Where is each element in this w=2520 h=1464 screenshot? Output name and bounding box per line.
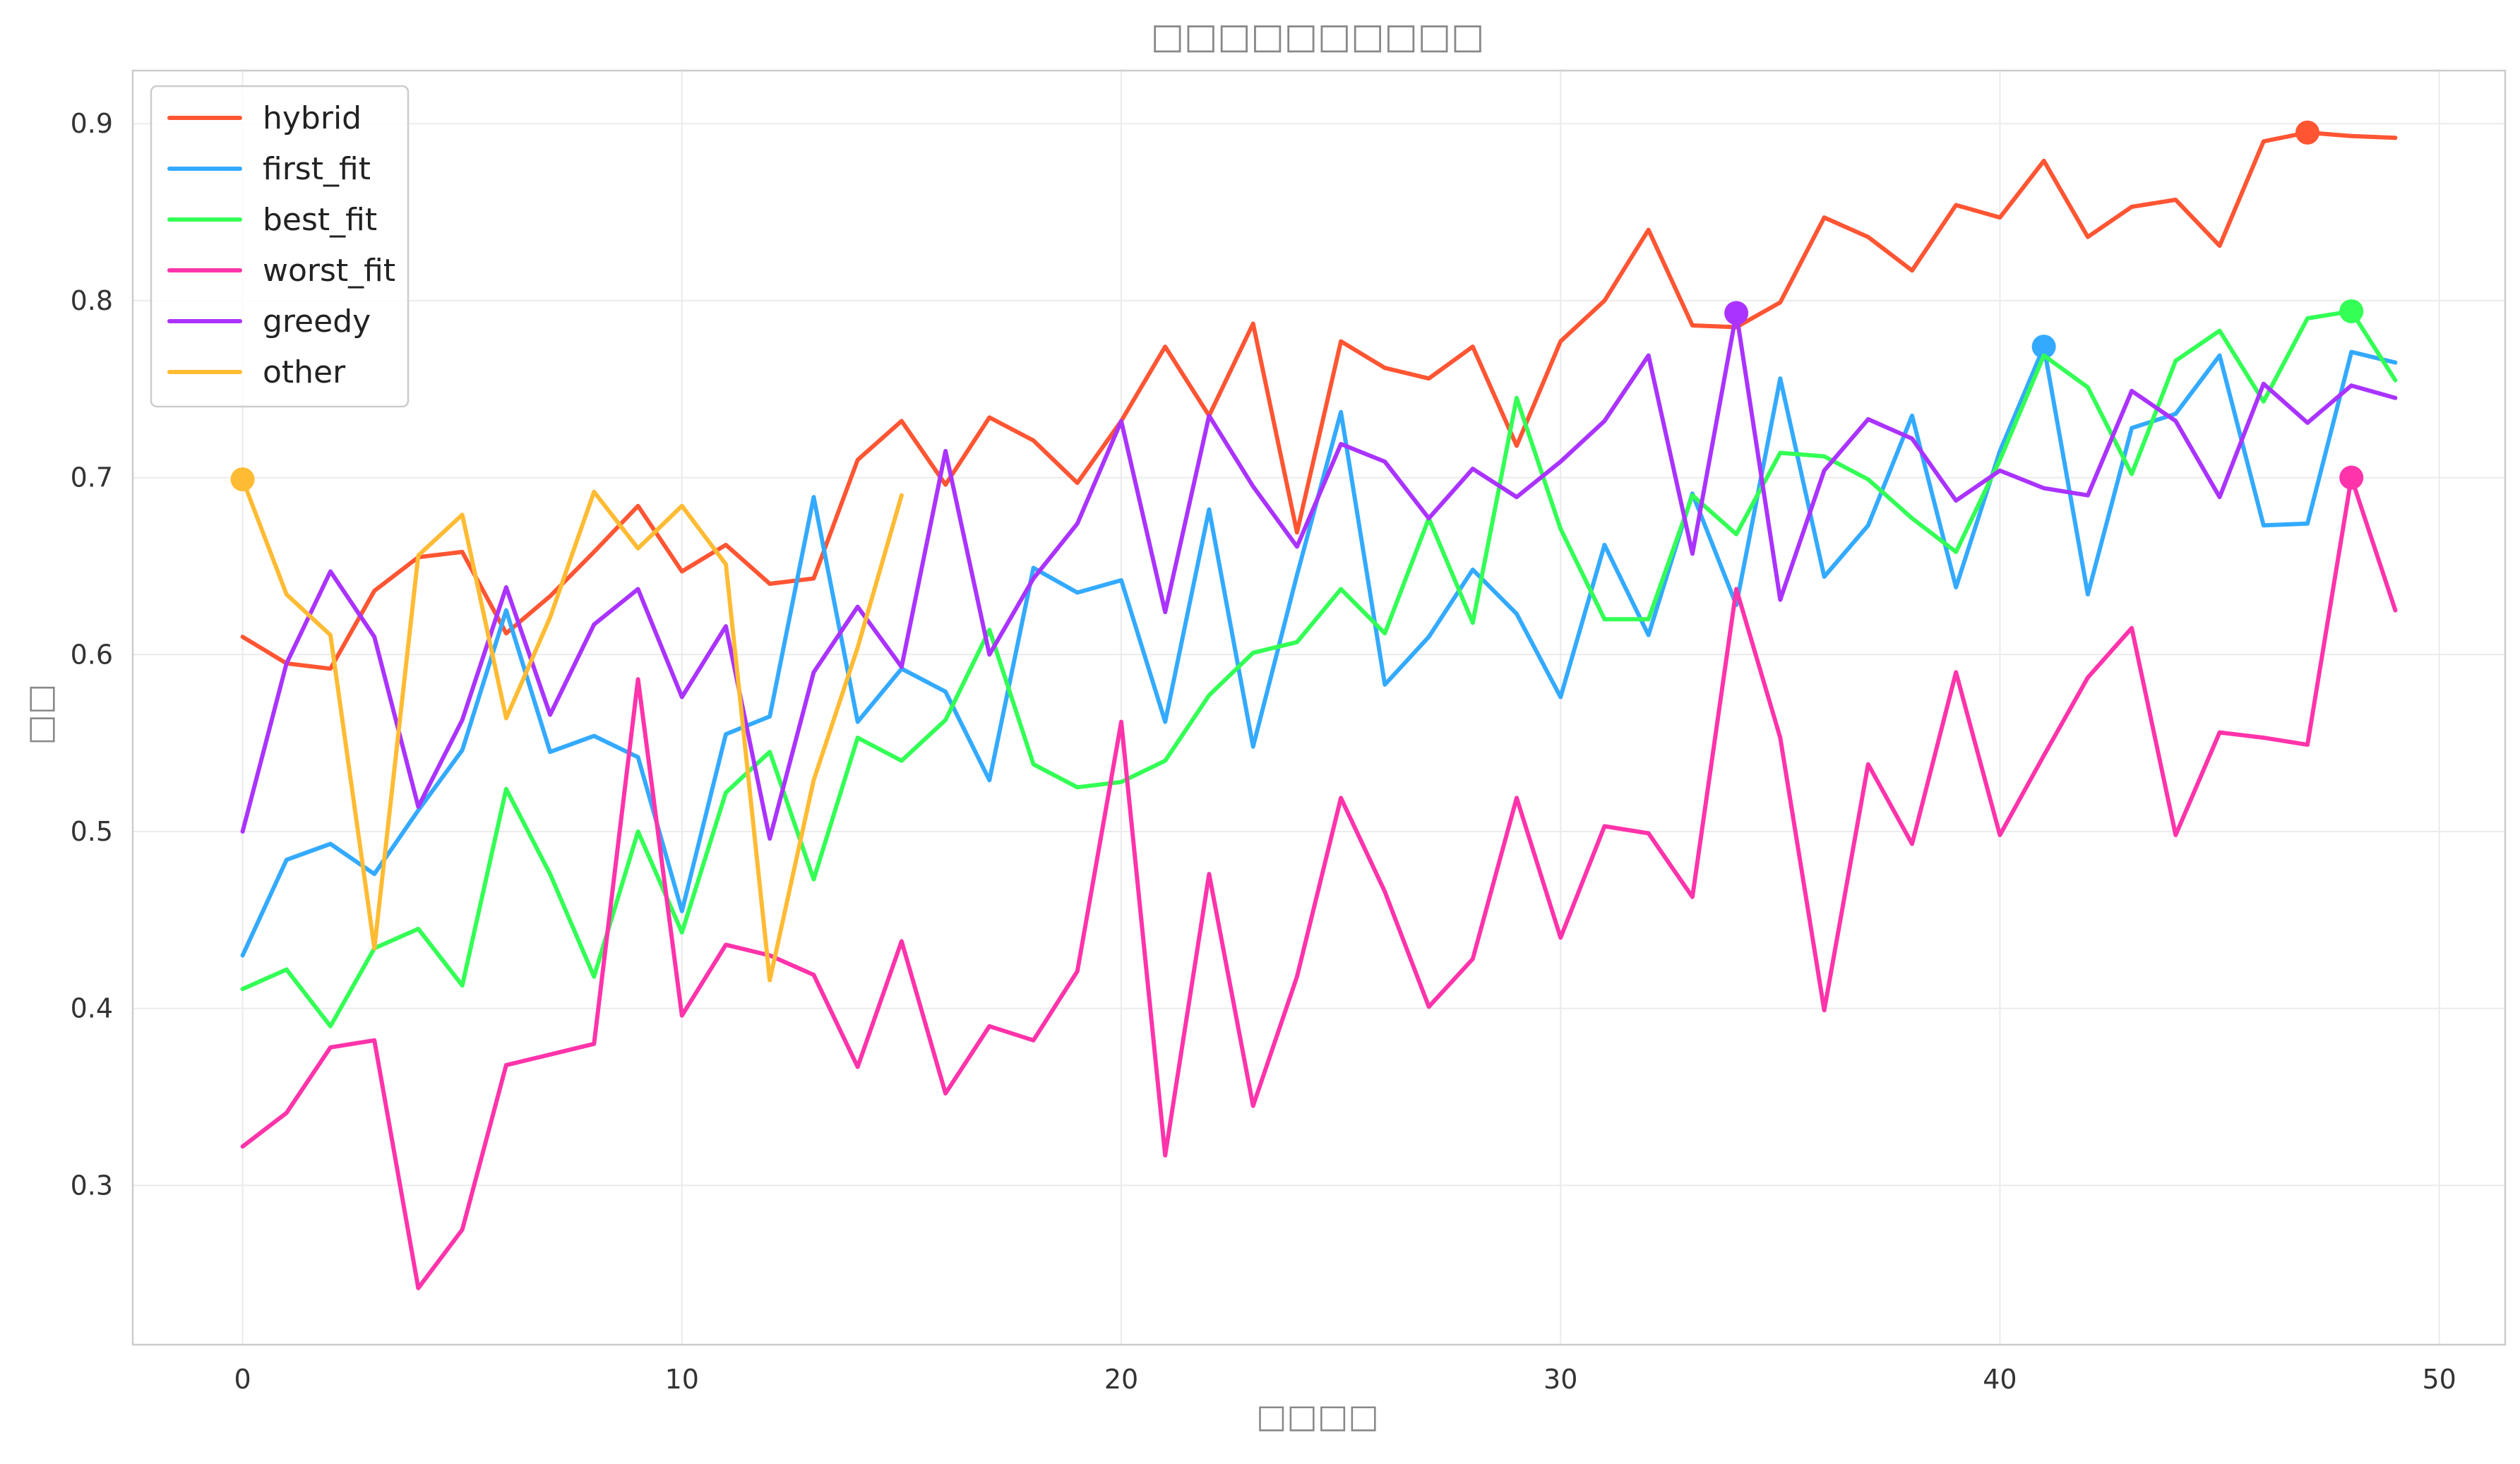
series-best-fit: [240, 299, 2398, 1028]
legend-label: other: [263, 354, 346, 390]
y-tick-label: 0.8: [71, 285, 113, 316]
legend-item: greedy: [167, 304, 371, 340]
series-peak-marker: [1724, 301, 1749, 325]
y-tick-label: 0.5: [71, 816, 113, 847]
series-peak-marker: [230, 467, 255, 492]
x-tick-label: 20: [1104, 1364, 1138, 1395]
x-tick-label: 30: [1543, 1364, 1577, 1395]
y-tick-label: 0.4: [71, 993, 113, 1024]
legend-label: first_fit: [263, 151, 371, 187]
legend-label: greedy: [263, 304, 371, 340]
x-tick-label: 10: [665, 1364, 699, 1395]
series-peak-marker: [2031, 335, 2056, 359]
series-line: [240, 308, 2398, 1028]
series-line: [240, 130, 2398, 671]
series-peak-marker: [2339, 465, 2364, 490]
legend-label: hybrid: [263, 100, 362, 136]
legend-label: best_fit: [263, 202, 377, 238]
legend-item: best_fit: [167, 202, 377, 238]
series-line: [240, 311, 2398, 841]
series-peak-marker: [2295, 120, 2319, 145]
legend-box: [150, 85, 410, 408]
legend-item: hybrid: [167, 100, 362, 136]
y-tick-label: 0.9: [71, 108, 113, 139]
x-tick-label: 50: [2422, 1364, 2456, 1395]
legend-label: worst_fit: [263, 253, 395, 289]
axes-frame: [131, 69, 2507, 1346]
series-greedy: [240, 301, 2398, 841]
series-line: [240, 475, 2398, 1290]
x-tick-label: 0: [234, 1364, 251, 1395]
y-tick-label: 0.7: [71, 462, 113, 493]
x-axis-label: □□□□: [1256, 1397, 1379, 1435]
legend-item: other: [167, 354, 346, 390]
legend-item: worst_fit: [167, 253, 395, 289]
legend-item: first_fit: [167, 151, 371, 187]
series-worst-fit: [240, 465, 2398, 1290]
series-line: [240, 477, 904, 983]
y-tick-label: 0.6: [71, 639, 113, 670]
series-hybrid: [240, 120, 2398, 671]
y-axis-label: □□: [20, 684, 59, 745]
y-tick-label: 0.3: [71, 1170, 113, 1201]
x-tick-label: 40: [1983, 1364, 2017, 1395]
series-peak-marker: [2339, 299, 2364, 323]
series-other: [230, 467, 904, 983]
chart-title: □□□□□□□□□□: [1151, 16, 1484, 56]
